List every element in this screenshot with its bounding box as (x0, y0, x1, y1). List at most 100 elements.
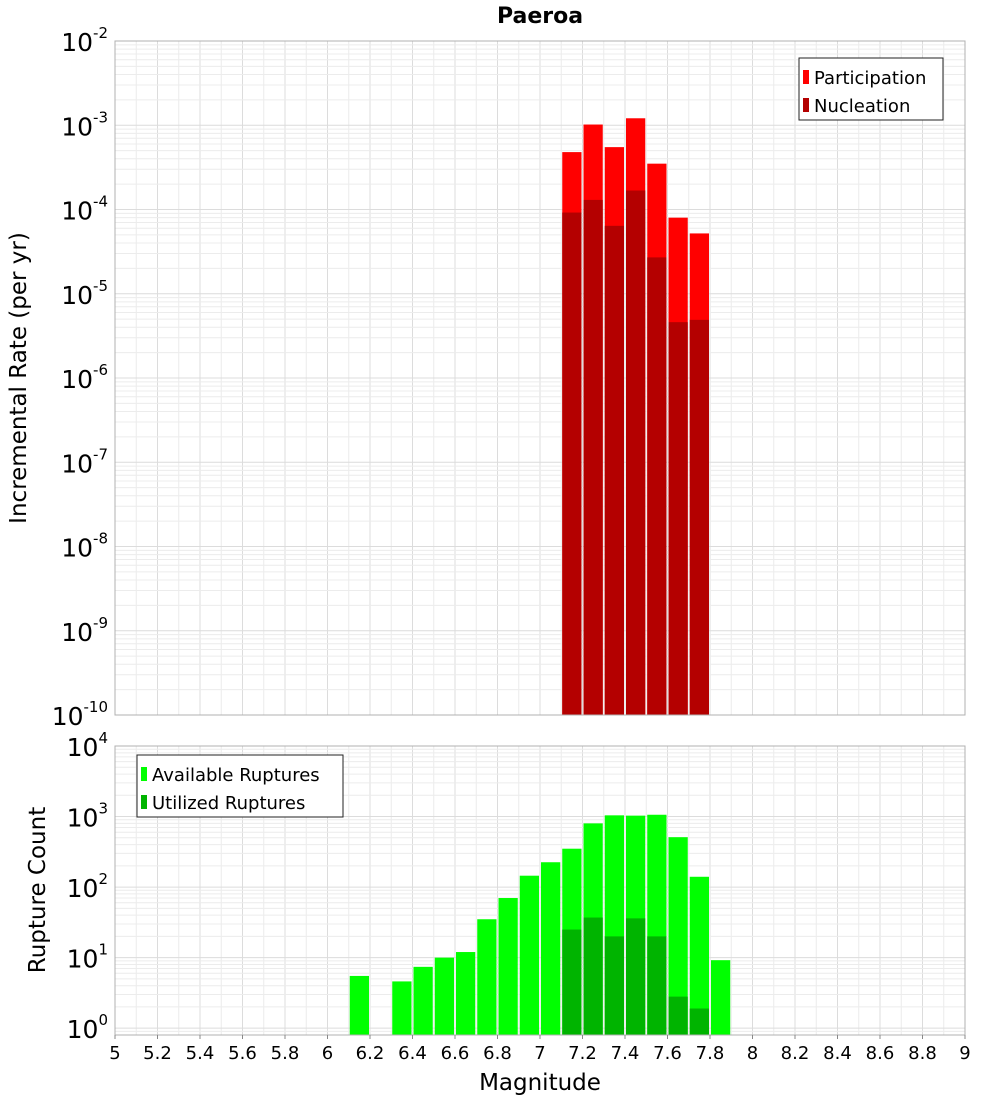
x-tick-label: 6.8 (483, 1043, 512, 1064)
y-tick-exponent: -5 (93, 277, 108, 295)
y-tick-exponent: -3 (93, 108, 108, 126)
y-tick-label: 102 (67, 870, 108, 903)
y-tick-label: 10-2 (61, 24, 108, 57)
bar-nucleation (562, 212, 582, 715)
bar-available-ruptures (349, 975, 369, 1035)
y-tick-exponent: 3 (98, 800, 108, 818)
count-plot-bars (349, 814, 731, 1035)
x-tick-label: 7.4 (611, 1043, 640, 1064)
x-tick-label: 6 (322, 1043, 333, 1064)
x-tick-label: 5.6 (228, 1043, 257, 1064)
bar-available-ruptures (668, 837, 688, 1035)
bar-available-ruptures (434, 957, 454, 1035)
y-tick-base: 10 (67, 874, 99, 903)
bar-utilized-ruptures (647, 936, 667, 1035)
rate-plot-bars (562, 118, 709, 716)
bar-nucleation (668, 322, 688, 715)
bar-available-ruptures (519, 875, 539, 1035)
y-tick-exponent: -4 (93, 193, 108, 211)
bar-utilized-ruptures (562, 929, 582, 1035)
rate-plot-grid (114, 40, 966, 716)
y-tick-exponent: -7 (93, 445, 108, 463)
x-tick-label: 9 (959, 1043, 970, 1064)
y-tick-exponent: 4 (98, 729, 108, 747)
bar-utilized-ruptures (668, 996, 688, 1035)
y-tick-exponent: -2 (93, 24, 108, 42)
x-tick-label: 7.8 (696, 1043, 725, 1064)
x-tick-label: 8.6 (866, 1043, 895, 1064)
bar-available-ruptures (456, 952, 476, 1035)
y-tick-base: 10 (61, 534, 93, 563)
x-tick-label: 5.4 (186, 1043, 215, 1064)
x-tick-label: 7.2 (568, 1043, 597, 1064)
y-tick-label: 103 (67, 800, 108, 833)
y-tick-base: 10 (67, 804, 99, 833)
legend-swatch (141, 767, 147, 781)
x-tick-label: 5 (109, 1043, 120, 1064)
legend-box (798, 57, 944, 121)
x-tick-label: 6.6 (441, 1043, 470, 1064)
bar-nucleation (647, 257, 667, 715)
rate-plot-area (114, 40, 966, 716)
bar-utilized-ruptures (689, 1008, 709, 1035)
bar-available-ruptures (477, 919, 497, 1035)
y-tick-label: 101 (67, 941, 108, 974)
legend-entry: Utilized Ruptures (152, 793, 305, 814)
y-tick-base: 10 (67, 1015, 99, 1044)
bar-nucleation (604, 225, 624, 715)
bar-available-ruptures (413, 966, 433, 1035)
bar-nucleation (583, 199, 603, 715)
bar-available-ruptures (392, 981, 412, 1035)
y-tick-label: 10-5 (61, 277, 108, 310)
y-tick-label: 10-3 (61, 108, 108, 141)
legend-entry: Available Ruptures (152, 765, 320, 786)
bar-utilized-ruptures (583, 917, 603, 1035)
y-tick-label: 10-4 (61, 193, 108, 226)
y-tick-label: 10-10 (52, 698, 108, 731)
x-tick-label: 8.2 (781, 1043, 810, 1064)
count-y-axis-label: Rupture Count (25, 807, 51, 973)
y-tick-exponent: 1 (98, 941, 108, 959)
bar-available-ruptures (689, 876, 709, 1035)
legend-swatch (141, 795, 147, 809)
x-tick-label: 8 (747, 1043, 758, 1064)
bar-utilized-ruptures (626, 918, 646, 1035)
legend-entry: Participation (814, 68, 926, 89)
y-tick-exponent: 2 (98, 870, 108, 888)
y-tick-base: 10 (61, 365, 93, 394)
x-tick-label: 8.4 (823, 1043, 852, 1064)
bar-utilized-ruptures (604, 936, 624, 1035)
x-tick-label: 8.8 (908, 1043, 937, 1064)
rate-legend: Participation Nucleation (798, 57, 944, 121)
y-tick-exponent: -10 (84, 698, 109, 716)
x-tick-label: 6.4 (398, 1043, 427, 1064)
legend-swatch (803, 98, 809, 112)
bar-available-ruptures (711, 960, 731, 1035)
bar-nucleation (626, 190, 646, 715)
x-tick-label: 5.8 (271, 1043, 300, 1064)
legend-entry: Nucleation (814, 96, 910, 117)
y-tick-label: 104 (67, 729, 108, 762)
y-tick-base: 10 (61, 112, 93, 141)
y-tick-label: 10-7 (61, 445, 108, 478)
y-tick-base: 10 (67, 945, 99, 974)
y-tick-label: 10-8 (61, 530, 108, 563)
bar-available-ruptures (498, 898, 518, 1035)
bar-available-ruptures (541, 862, 561, 1035)
y-tick-base: 10 (67, 733, 99, 762)
legend-box (136, 754, 344, 818)
y-tick-label: 10-6 (61, 361, 108, 394)
y-tick-label: 10-9 (61, 614, 108, 647)
x-tick-label: 7 (534, 1043, 545, 1064)
y-tick-base: 10 (61, 449, 93, 478)
y-tick-base: 10 (61, 618, 93, 647)
x-tick-label: 5.2 (143, 1043, 172, 1064)
x-tick-label: 6.2 (356, 1043, 385, 1064)
x-tick-label: 7.6 (653, 1043, 682, 1064)
chart-title: Paeroa (497, 4, 583, 29)
x-axis-ticks: 5 5.2 5.4 5.6 5.8 6 6.2 6.4 6.6 6.8 7 7.2 7.4 7.6 7.8 8… (109, 1035, 971, 1064)
rate-y-axis-label: Incremental Rate (per yr) (6, 232, 32, 524)
